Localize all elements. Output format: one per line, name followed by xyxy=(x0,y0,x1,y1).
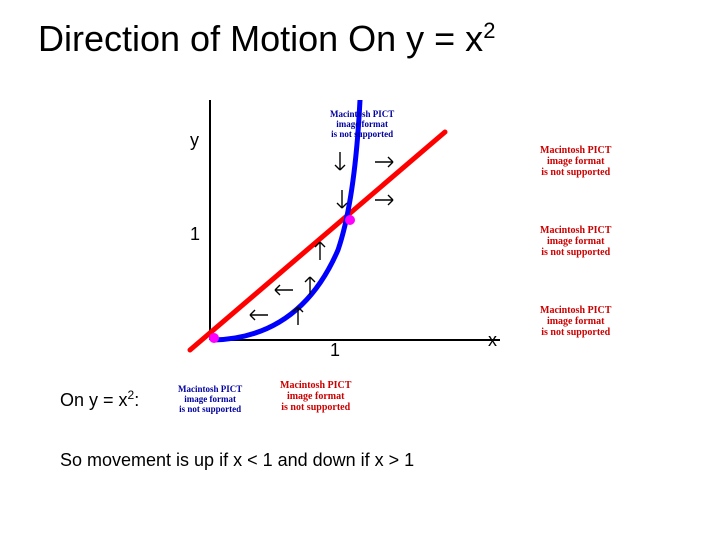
footer-equation: On y = x2: xyxy=(60,388,139,411)
pict-placeholder-large: Macintosh PICTimage formatis not support… xyxy=(540,225,611,258)
pict-placeholder-small: Macintosh PICTimage formatis not support… xyxy=(178,385,242,415)
x-axis-tick-1: 1 xyxy=(330,340,340,361)
title-exponent: 2 xyxy=(483,18,495,43)
title-prefix: Direction of Motion On y = x xyxy=(38,18,483,59)
footer-conclusion: So movement is up if x < 1 and down if x… xyxy=(60,450,414,471)
page-title: Direction of Motion On y = x2 xyxy=(38,18,495,60)
footer-eq-suffix: : xyxy=(134,390,139,410)
pict-placeholder-large: Macintosh PICTimage formatis not support… xyxy=(540,145,611,178)
pict-placeholder-large: Macintosh PICTimage formatis not support… xyxy=(540,305,611,338)
pict-placeholder-large: Macintosh PICTimage formatis not support… xyxy=(280,380,351,413)
y-axis-label: y xyxy=(190,130,199,151)
pict-placeholder-small: Macintosh PICTimage formatis not support… xyxy=(330,110,394,140)
footer-eq-prefix: On y = x xyxy=(60,390,128,410)
y-axis-tick-1: 1 xyxy=(190,224,200,245)
x-axis-label: x xyxy=(488,330,497,351)
